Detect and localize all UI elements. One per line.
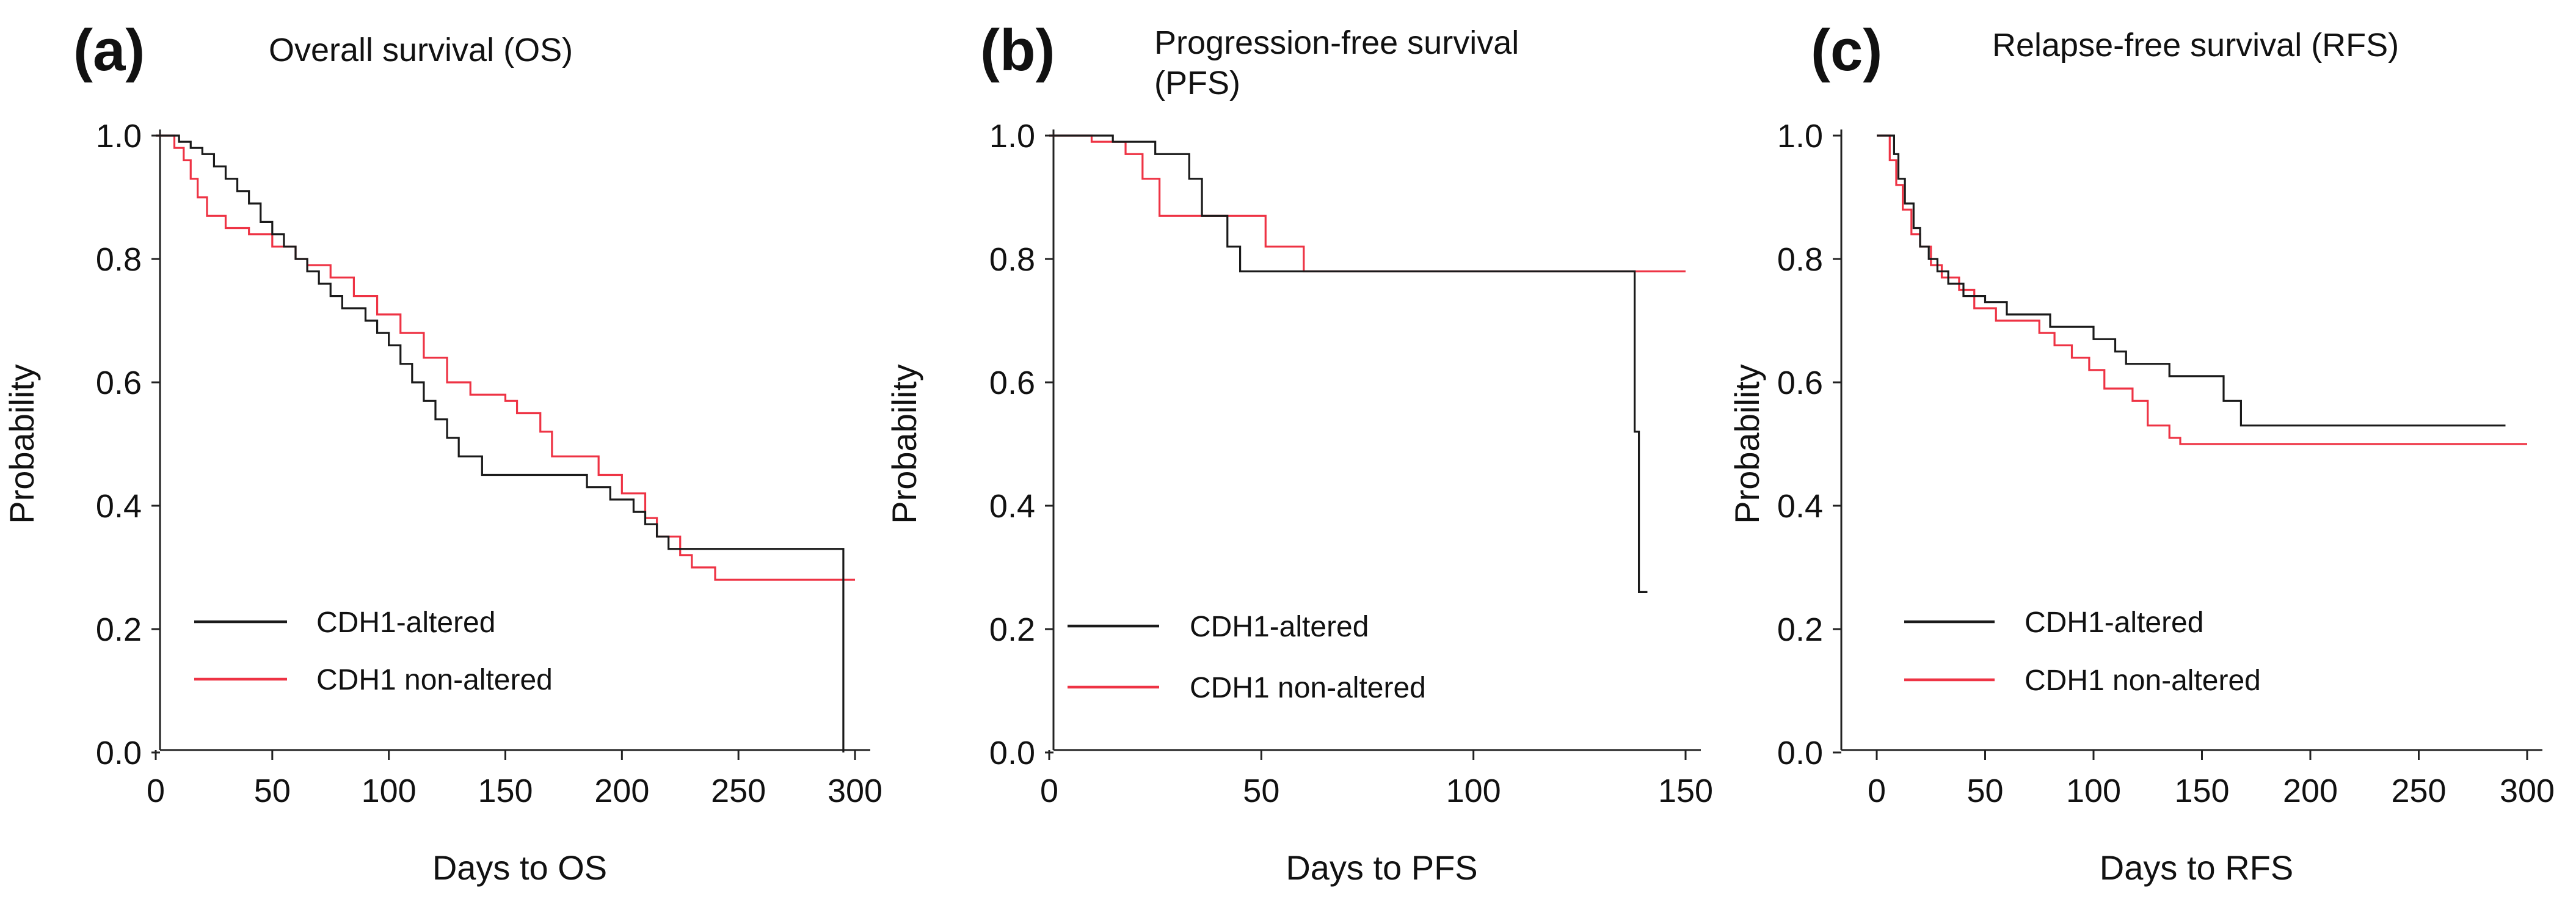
legend-label: CDH1 non-altered — [1190, 672, 1426, 704]
y-tick-label: 1.0 — [96, 118, 142, 155]
x-tick-label: 50 — [254, 773, 291, 809]
y-tick-label: 0.0 — [96, 735, 142, 771]
y-tick-label: 0.6 — [96, 365, 142, 401]
y-tick-label: 0.4 — [989, 488, 1035, 525]
legend-label: CDH1-altered — [2025, 607, 2203, 639]
km-curve-cdh1-non-altered — [1049, 134, 1686, 272]
panel-letter: (a) — [73, 18, 145, 83]
x-tick-label: 150 — [2174, 773, 2229, 809]
x-tick-label: 100 — [1446, 773, 1501, 809]
x-axis-label: Days to RFS — [2100, 848, 2293, 887]
y-tick-label: 0.4 — [96, 488, 142, 525]
x-tick-label: 150 — [1658, 773, 1713, 809]
x-tick-label: 0 — [1040, 773, 1058, 809]
panel-b: (b) Progression-free survival (PFS) 0.0 0.2 0… — [885, 18, 1713, 887]
x-axis-label: Days to OS — [432, 848, 607, 887]
legend-label: CDH1-altered — [1190, 611, 1369, 643]
y-tick-label: 0.2 — [989, 611, 1035, 648]
y-tick-label: 0.6 — [989, 365, 1035, 401]
y-tick-label: 0.8 — [989, 241, 1035, 278]
x-tick-label: 0 — [147, 773, 165, 809]
y-tick-label: 0.6 — [1777, 365, 1823, 401]
y-axis-label: Probability — [2, 364, 41, 523]
chart-title: (PFS) — [1154, 65, 1240, 101]
y-axis-label: Probability — [885, 364, 923, 523]
x-tick-label: 200 — [594, 773, 649, 809]
y-tick-label: 0.8 — [1777, 241, 1823, 278]
y-tick-label: 0.2 — [96, 611, 142, 648]
x-tick-label: 300 — [828, 773, 882, 809]
legend-label: CDH1 non-altered — [316, 664, 553, 696]
x-tick-label: 250 — [711, 773, 766, 809]
chart-title: Relapse-free survival (RFS) — [1992, 27, 2399, 64]
y-tick-label: 0.8 — [96, 241, 142, 278]
x-tick-label: 100 — [2066, 773, 2121, 809]
y-axis-label: Probability — [1728, 364, 1766, 523]
x-tick-label: 300 — [2500, 773, 2555, 809]
chart-title: Overall survival (OS) — [269, 32, 573, 68]
km-curve-cdh1-non-altered — [1877, 134, 2527, 445]
chart-title: Progression-free survival — [1154, 24, 1519, 61]
x-tick-label: 50 — [1967, 773, 2003, 809]
x-axis-label: Days to PFS — [1286, 848, 1477, 887]
legend-label: CDH1 non-altered — [2025, 665, 2261, 697]
y-tick-label: 0.0 — [989, 735, 1035, 771]
panel-letter: (c) — [1811, 18, 1882, 83]
panel-c: (c) Relapse-free survival (RFS) 0.0 0.2 0.4 0… — [1728, 18, 2555, 887]
x-tick-label: 50 — [1243, 773, 1279, 809]
x-tick-label: 150 — [478, 773, 533, 809]
x-tick-label: 100 — [362, 773, 417, 809]
panel-a: (a) Overall survival (OS) 0.0 0.2 0.4 0.6 0.8 1… — [2, 18, 882, 887]
y-tick-label: 1.0 — [1777, 118, 1823, 155]
y-tick-label: 0.0 — [1777, 735, 1823, 771]
x-tick-label: 250 — [2391, 773, 2446, 809]
x-tick-label: 0 — [1868, 773, 1886, 809]
y-tick-label: 1.0 — [989, 118, 1035, 155]
y-tick-label: 0.4 — [1777, 488, 1823, 525]
km-curve-cdh1-altered — [1049, 134, 1648, 593]
km-curve-cdh1-non-altered — [156, 134, 855, 581]
y-tick-label: 0.2 — [1777, 611, 1823, 648]
x-tick-label: 200 — [2283, 773, 2338, 809]
km-curve-cdh1-altered — [1877, 134, 2506, 427]
legend-label: CDH1-altered — [316, 607, 495, 639]
km-curve-cdh1-altered — [156, 134, 845, 752]
panel-letter: (b) — [980, 18, 1055, 83]
